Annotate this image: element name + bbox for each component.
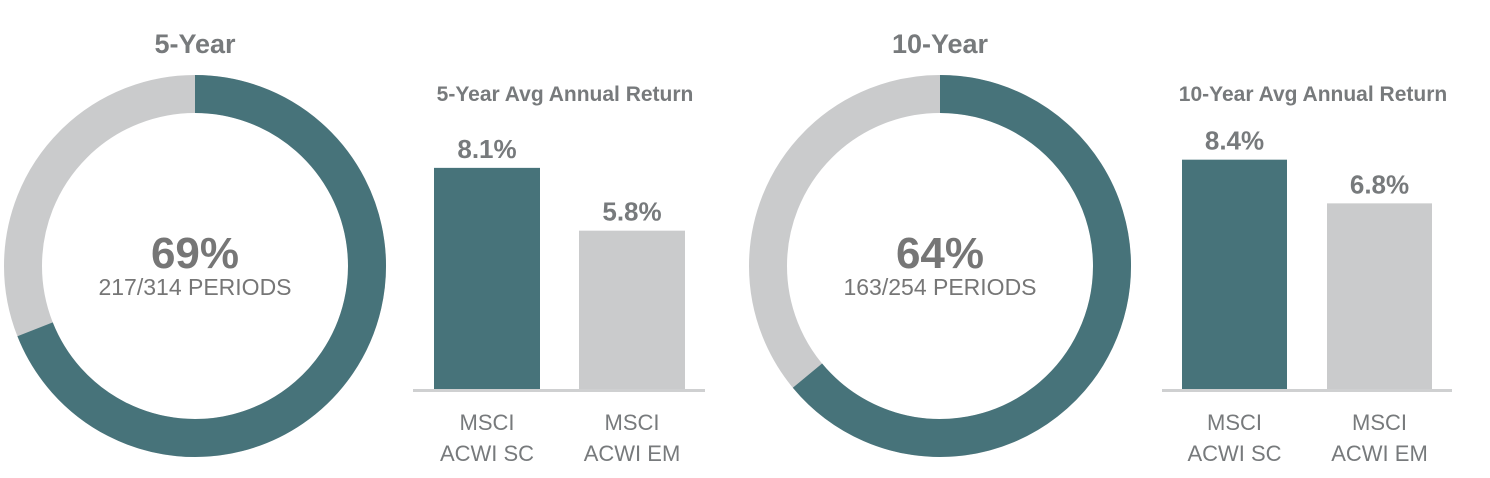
bar-value-label: 8.4% (1205, 126, 1264, 156)
donut-slice-primary (17, 75, 386, 457)
donut-center-label: 217/314 PERIODS (98, 274, 291, 300)
bar-value-label: 8.1% (457, 134, 516, 164)
bar-chart: 5-Year Avg Annual Return 8.1% MSCI ACWI SC 5… (413, 83, 705, 466)
category-label: ACWI SC (440, 441, 534, 466)
bar (579, 230, 685, 389)
bar-value-label: 5.8% (602, 197, 661, 227)
category-label: MSCI (460, 410, 515, 435)
bar-chart-title: 10-Year Avg Annual Return (1179, 83, 1447, 106)
category-label: ACWI SC (1187, 441, 1281, 466)
bar (1327, 203, 1432, 389)
category-label: ACWI EM (584, 441, 681, 466)
donut-chart: 5-Year 69%217/314 PERIODS (4, 29, 386, 457)
category-label: MSCI (605, 410, 660, 435)
donut-slice-primary (792, 75, 1131, 457)
donut-chart: 10-Year 64%163/254 PERIODS (749, 29, 1131, 457)
bar-value-label: 6.8% (1350, 169, 1409, 199)
donut-center-value: 69% (151, 229, 239, 278)
category-label: MSCI (1352, 410, 1407, 435)
bar (1182, 159, 1287, 389)
category-label: MSCI (1207, 410, 1262, 435)
donut-center-label: 163/254 PERIODS (843, 274, 1036, 300)
bar-chart: 10-Year Avg Annual Return 8.4% MSCI ACWI SC… (1162, 83, 1452, 466)
bar-chart-title: 5-Year Avg Annual Return (437, 83, 694, 106)
category-label: ACWI EM (1331, 441, 1428, 466)
bar (434, 167, 540, 389)
donut-center-value: 64% (896, 229, 984, 278)
donut-title: 10-Year (892, 29, 989, 59)
donut-title: 5-Year (154, 29, 236, 59)
